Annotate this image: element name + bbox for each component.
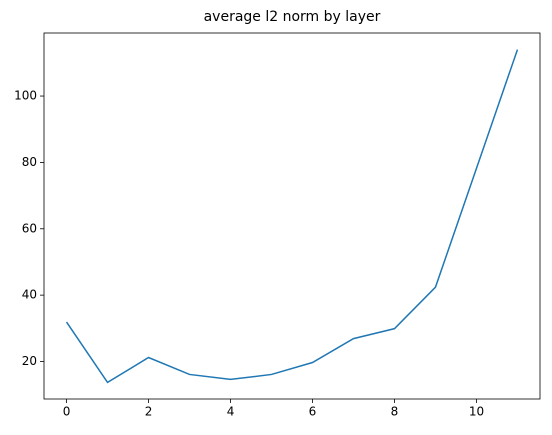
y-tick-label: 80 [22,155,37,169]
line [65,49,519,384]
y-tick-label: 100 [14,89,37,103]
x-tick-label: 0 [63,405,71,419]
plot-frame [43,32,541,400]
x-tick-label: 4 [227,405,235,419]
y-tick-label: 20 [22,354,37,368]
x-tick-label: 8 [391,405,399,419]
y-tick-label: 40 [22,288,37,302]
x-tick-label: 10 [469,405,484,419]
x-tick-label: 2 [145,405,153,419]
x-tick-label: 6 [309,405,317,419]
chart-title: average l2 norm by layer [204,9,381,25]
y-tick-label: 60 [22,221,37,235]
